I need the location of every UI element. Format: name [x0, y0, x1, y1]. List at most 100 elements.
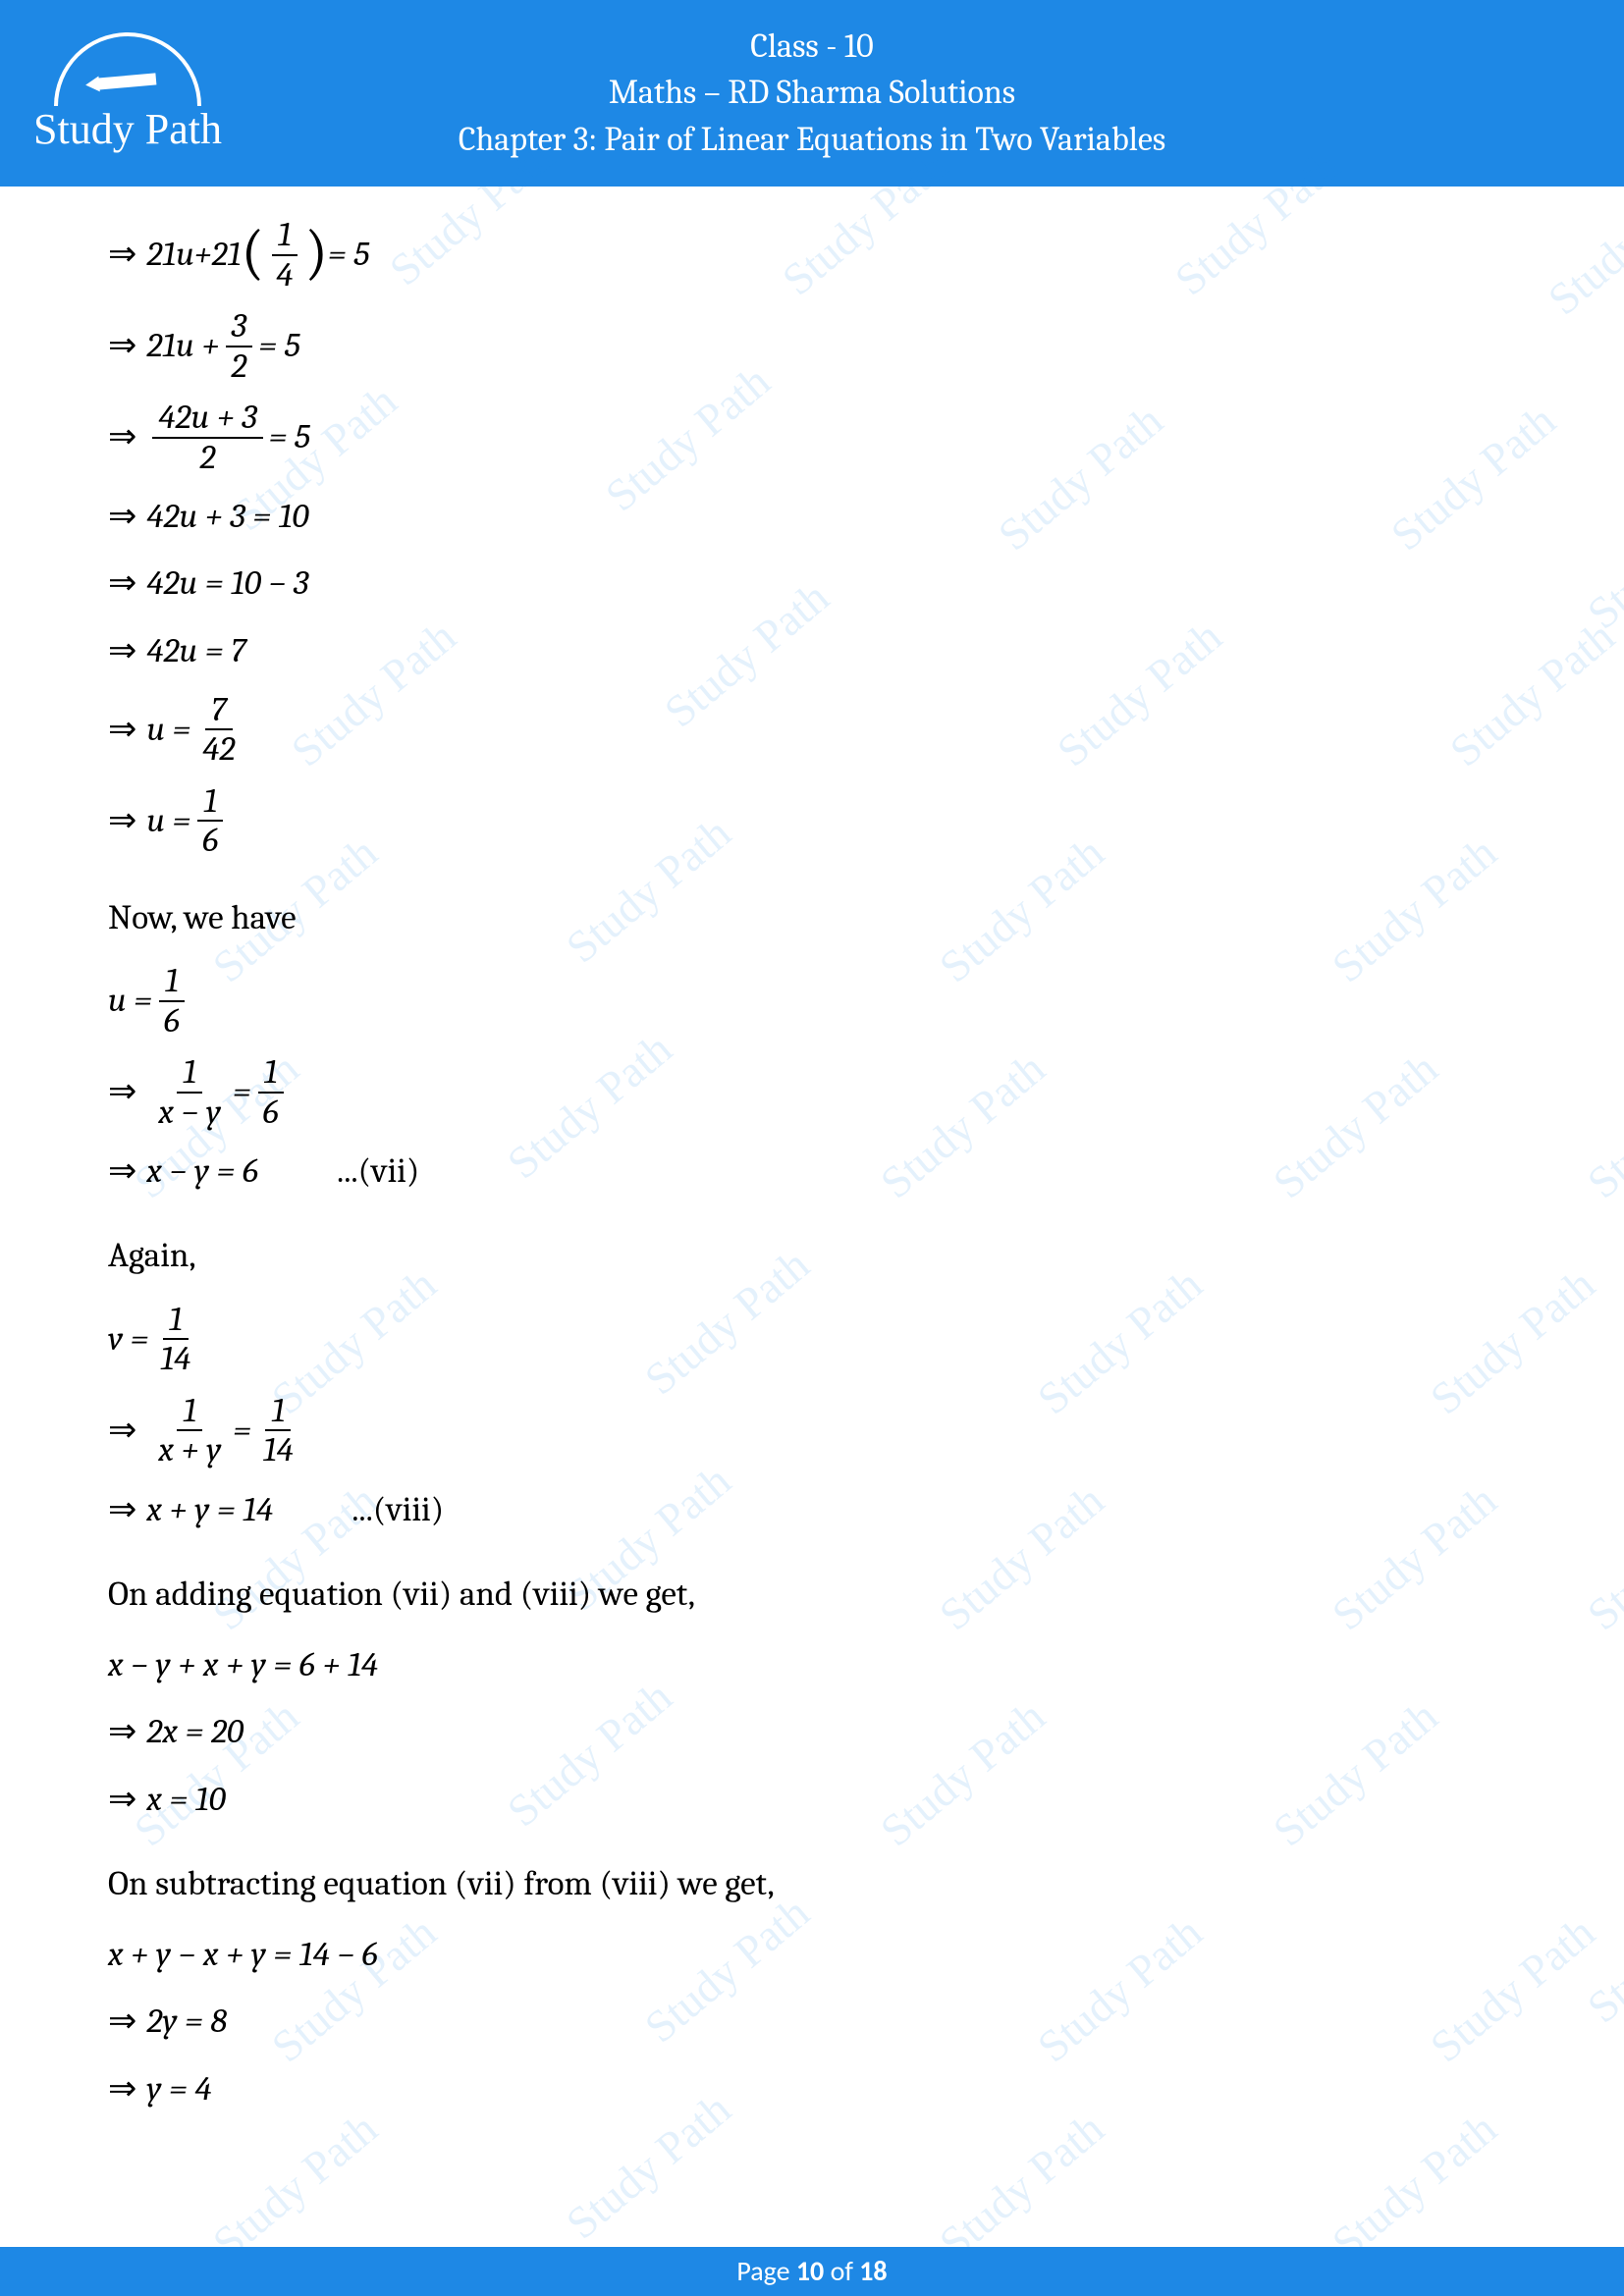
eq-reference: ...(vii)	[337, 1145, 419, 1198]
frac-num: 1	[159, 962, 185, 1002]
frac-num: 1	[177, 1392, 202, 1432]
implies-icon: ⇒	[108, 1065, 136, 1118]
logo-text: Study Path	[33, 104, 222, 154]
equation-line: ⇒42u = 10 − 3	[108, 557, 1516, 610]
frac-den: 6	[158, 1002, 186, 1041]
eq-text: u =	[146, 703, 190, 756]
footer-page-num: 10	[796, 2254, 824, 2288]
eq-text: u	[176, 228, 194, 281]
frac-num: 3	[226, 307, 252, 347]
implies-icon: ⇒	[108, 703, 136, 756]
equation-line: ⇒ u = 16	[108, 782, 1516, 860]
frac-den: 2	[194, 439, 222, 477]
equation-line: x − y + x + y = 6 + 14	[108, 1638, 1516, 1691]
text-line: On subtracting equation (vii) from (viii…	[108, 1857, 1516, 1910]
eq-text: 21	[146, 228, 176, 281]
equation-line: ⇒2x = 20	[108, 1705, 1516, 1758]
eq-text: 2x = 20	[146, 1705, 244, 1758]
implies-icon: ⇒	[108, 794, 136, 847]
eq-text: 42u + 3 = 10	[146, 490, 308, 543]
implies-icon: ⇒	[108, 557, 136, 610]
paren-icon: (	[242, 229, 265, 278]
equation-line: u = 16	[108, 962, 1516, 1040]
frac-num: 1	[163, 1301, 189, 1341]
eq-text: v =	[108, 1312, 148, 1365]
equation-line: ⇒ 1x − y = 16	[108, 1053, 1516, 1131]
fraction: 1x − y	[152, 1053, 227, 1131]
implies-icon: ⇒	[108, 1995, 136, 2048]
eq-text: x + y = 14	[146, 1483, 273, 1536]
eq-text: x − y = 6	[146, 1145, 258, 1198]
implies-icon: ⇒	[108, 319, 136, 372]
fraction: 32	[225, 307, 252, 385]
equation-line: x + y − x + y = 14 − 6	[108, 1928, 1516, 1981]
eq-text: x + y − x + y = 14 − 6	[108, 1928, 378, 1981]
fraction: 16	[196, 782, 224, 860]
frac-den: x − y	[152, 1094, 227, 1132]
equation-line: ⇒y = 4	[108, 2062, 1516, 2115]
equation-line: ⇒ 42u + 32 = 5	[108, 399, 1516, 476]
fraction: 114	[154, 1301, 196, 1378]
header-chapter: Chapter 3: Pair of Linear Equations in T…	[459, 117, 1165, 164]
eq-text: u =	[146, 794, 190, 847]
fraction: 1x + y	[152, 1392, 227, 1469]
footer-mid: of	[824, 2254, 859, 2288]
implies-icon: ⇒	[108, 410, 136, 463]
text-line: Now, we have	[108, 891, 1516, 944]
watermark-text: Study Path	[1322, 2103, 1506, 2269]
frac-den: 2	[225, 347, 252, 386]
page-header: Study Path Class - 10 Maths – RD Sharma …	[0, 0, 1624, 187]
equation-line: ⇒ 21u + 21 ( 14 ) = 5	[108, 216, 1516, 294]
frac-den: x + y	[152, 1431, 227, 1469]
implies-icon: ⇒	[108, 1705, 136, 1758]
solution-content: ⇒ 21u + 21 ( 14 ) = 5 ⇒ 21u + 32 = 5 ⇒ 4…	[0, 187, 1624, 2115]
fraction: 742	[196, 691, 241, 769]
eq-text: =	[233, 1404, 251, 1457]
equation-line: ⇒42u + 3 = 10	[108, 490, 1516, 543]
fraction: 42u + 32	[152, 399, 262, 476]
implies-icon: ⇒	[108, 1145, 136, 1198]
logo-arc-icon	[54, 32, 201, 106]
eq-text: x = 10	[146, 1773, 225, 1826]
eq-text: 21	[212, 228, 242, 281]
footer-total: 18	[859, 2254, 887, 2288]
equation-line: ⇒x = 10	[108, 1773, 1516, 1826]
equation-line: ⇒ x − y = 6 ...(vii)	[108, 1145, 1516, 1198]
watermark-text: Study Path	[929, 2103, 1113, 2269]
frac-den: 42	[196, 730, 241, 769]
header-class: Class - 10	[750, 24, 874, 71]
equation-line: ⇒ 1x + y = 114	[108, 1392, 1516, 1469]
eq-text: y = 4	[146, 2062, 211, 2115]
eq-text: x − y + x + y = 6 + 14	[108, 1638, 378, 1691]
equation-line: ⇒2y = 8	[108, 1995, 1516, 2048]
eq-text: =	[233, 1065, 251, 1118]
paren-icon: )	[304, 229, 328, 278]
implies-icon: ⇒	[108, 2062, 136, 2115]
frac-den: 14	[154, 1340, 196, 1378]
implies-icon: ⇒	[108, 1404, 136, 1457]
frac-num: 1	[265, 1392, 291, 1432]
equation-line: ⇒42u = 7	[108, 624, 1516, 677]
frac-num: 1	[258, 1053, 284, 1094]
header-subject: Maths – RD Sharma Solutions	[609, 70, 1015, 117]
eq-text: 21u +	[146, 319, 219, 372]
fraction: 16	[257, 1053, 285, 1131]
fraction: 14	[270, 216, 298, 294]
implies-icon: ⇒	[108, 1483, 136, 1536]
eq-text: u =	[108, 974, 152, 1027]
frac-den: 6	[257, 1094, 285, 1132]
eq-text: = 5	[269, 410, 310, 463]
equation-line: v = 114	[108, 1301, 1516, 1378]
frac-den: 14	[257, 1431, 299, 1469]
study-path-logo: Study Path	[29, 20, 226, 167]
footer-prefix: Page	[736, 2254, 795, 2288]
implies-icon: ⇒	[108, 228, 136, 281]
page-footer: Page 10 of 18	[0, 2247, 1624, 2296]
eq-text: = 5	[328, 228, 369, 281]
eq-text: +	[194, 228, 212, 281]
equation-line: ⇒ u = 742	[108, 691, 1516, 769]
eq-reference: ...(viii)	[352, 1483, 444, 1536]
frac-num: 1	[197, 782, 223, 823]
implies-icon: ⇒	[108, 1773, 136, 1826]
equation-line: ⇒ x + y = 14 ...(viii)	[108, 1483, 1516, 1536]
